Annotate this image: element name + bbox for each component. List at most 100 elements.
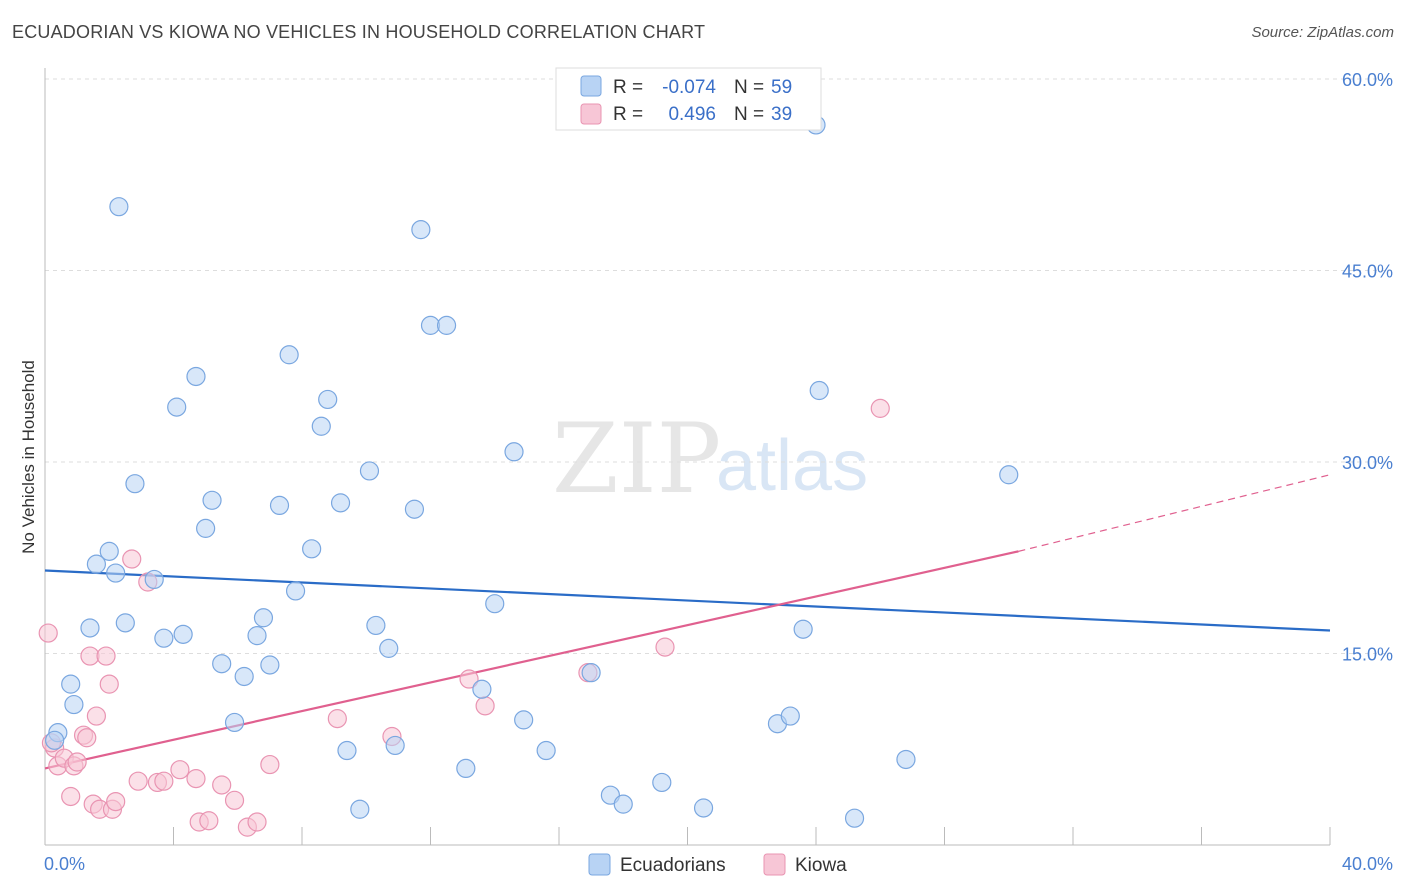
legend-r-value-2: 0.496 [668,104,716,125]
ecuadorian-point-16 [202,490,222,510]
kiowa-point-21 [154,771,174,791]
trend-line-kiowa [44,550,1019,770]
bottom-legend-label-ecuadorians: Ecuadorians [620,855,726,876]
legend-swatch-kiowa [580,103,602,125]
y-tick-labels: 15.0% 30.0% 45.0% 60.0% [1342,70,1393,665]
bottom-legend-swatch-ecuadorians [588,853,611,876]
x-tick-marks [173,827,1331,845]
ecuadorian-point-21 [253,608,274,628]
ecuadorian-point-14 [186,366,206,387]
kiowa-point-9 [80,646,100,666]
ecuadorian-point-8 [115,613,135,633]
ecuadorian-point-53 [793,619,813,639]
ecuadorian-point-39 [436,315,457,335]
ecuadorian-point-10 [144,569,164,590]
ecuadorian-point-41 [472,679,492,699]
kiowa-point-34 [475,696,495,716]
ecuadorian-point-18 [224,712,245,733]
y-tick-label-60: 60.0% [1342,70,1393,90]
x-tick-label-max: 40.0% [1342,854,1393,874]
kiowa-point-17 [122,549,142,569]
ecuadorian-point-15 [196,518,216,538]
kiowa-point-8 [77,728,97,748]
trend-lines [44,474,1331,770]
ecuadorian-point-25 [285,581,306,601]
watermark-zip: ZIP [552,403,721,515]
y-tick-label-15: 15.0% [1342,645,1393,665]
ecuadorian-point-5 [86,554,107,574]
ecuadorian-point-2 [61,674,81,694]
ecuadorian-point-35 [385,735,405,756]
kiowa-point-13 [96,646,116,666]
kiowa-point-18 [128,771,148,791]
ecuadorian-point-46 [581,663,601,683]
kiowa-point-25 [199,811,219,831]
ecuadorian-point-20 [247,626,267,646]
ecuadorian-point-24 [279,345,299,365]
ecuadorian-point-9 [125,474,145,494]
ecuadorian-point-55 [844,808,865,828]
gridlines [45,78,1392,654]
ecuadorian-point-4 [80,618,100,638]
ecuadorian-point-12 [167,397,187,417]
legend-swatch-ecuadorians [580,75,602,97]
bottom-legend-swatch-kiowa [763,853,786,876]
kiowa-point-26 [212,775,232,795]
kiowa-point-4 [61,786,81,807]
legend-n-label-1: N = [734,77,764,98]
kiowa-point-6 [67,752,87,772]
kiowa-point-29 [247,812,267,832]
ecuadorian-point-56 [896,749,916,770]
ecuadorian-point-23 [269,495,290,516]
legend-r-label-1: R = [613,77,643,98]
ecuadorian-point-37 [411,220,431,240]
kiowa-point-14 [99,674,119,694]
kiowa-point-30 [260,754,280,775]
kiowa-point-11 [86,706,107,726]
trend-line-kiowa-extrapolated [1018,474,1331,552]
ecuadorian-point-29 [330,493,351,513]
ecuadorian-point-54 [809,380,829,401]
ecuadorian-point-22 [260,655,280,675]
trend-line-ecuadorians [44,569,1331,632]
ecuadorian-point-36 [404,499,425,519]
ecuadorian-point-13 [173,624,193,644]
correlation-legend: R = -0.074 N = 59 R = 0.496 N = 39 [555,67,822,131]
ecuadorian-point-26 [302,539,322,559]
legend-n-value-1: 59 [771,77,792,98]
kiowa-point-37 [870,398,890,418]
chart-title: ECUADORIAN VS KIOWA NO VEHICLES IN HOUSE… [12,22,706,42]
kiowa-point-16 [106,791,126,812]
kiowa-point-23 [186,769,206,789]
ecuadorian-point-43 [504,442,524,462]
ecuadorian-point-1 [45,730,65,750]
kiowa-point-22 [170,760,190,780]
ecuadorian-point-50 [693,798,714,818]
kiowa-point-36 [655,637,675,657]
ecuadorian-point-49 [652,772,672,793]
legend-r-label-2: R = [613,104,643,125]
ecuadorian-point-44 [514,710,534,730]
ecuadorian-point-57 [999,465,1019,485]
ecuadorian-point-6 [99,541,119,561]
y-axis-label: No Vehicles in Household [19,360,38,554]
ecuadorian-point-42 [485,594,505,614]
legend-r-value-1: -0.074 [662,77,716,98]
ecuadorian-point-28 [318,389,338,410]
ecuadorian-point-3 [64,694,84,715]
kiowa-point-33 [459,669,479,689]
ecuadorian-point-52 [780,706,800,726]
ecuadorian-point-34 [379,638,399,658]
ecuadorian-point-40 [456,758,476,779]
watermark-atlas: atlas [716,426,868,506]
bottom-legend-label-kiowa: Kiowa [795,855,847,876]
ecuadorian-point-31 [350,799,370,819]
kiowa-point-31 [327,709,347,729]
kiowa-point-0 [38,623,58,643]
ecuadorian-point-48 [613,794,633,814]
y-tick-label-30: 30.0% [1342,453,1393,473]
ecuadorian-point-17 [212,654,232,674]
y-tick-label-45: 45.0% [1342,262,1393,282]
legend-n-label-2: N = [734,104,764,125]
